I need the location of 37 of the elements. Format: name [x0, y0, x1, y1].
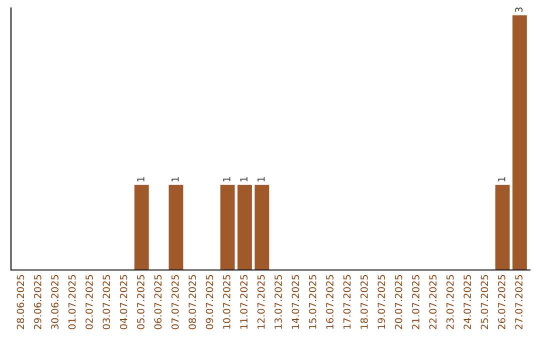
x-tick-label: 26.07.2025	[498, 275, 506, 330]
x-tick-label: 28.06.2025	[16, 275, 24, 330]
x-tick-label: 27.07.2025	[515, 275, 523, 330]
x-tick-label: 12.07.2025	[257, 275, 265, 329]
x-tick-label: 05.07.2025	[137, 275, 144, 330]
x-tick-label: 19.07.2025	[378, 275, 386, 329]
x-tick-label: 04.07.2025	[120, 275, 128, 330]
x-tick-label: 20.07.2025	[394, 275, 402, 330]
x-tick-label: 03.07.2025	[102, 275, 110, 330]
x-tick-label: 16.07.2025	[326, 275, 334, 329]
x-tick-label: 06.07.2025	[154, 275, 162, 330]
x-tick-label: 11.07.2025	[240, 275, 248, 329]
data-label: 1	[258, 177, 265, 182]
x-tick-label: 10.07.2025	[223, 275, 230, 329]
x-tick-label: 01.07.2025	[68, 275, 76, 330]
x-tick-label: 22.07.2025	[429, 275, 437, 330]
x-tick-label: 08.07.2025	[188, 275, 196, 330]
x-tick-label: 14.07.2025	[292, 275, 300, 329]
x-tick-label: 15.07.2025	[308, 275, 316, 329]
data-label: 1	[240, 177, 248, 182]
x-tick-label: 17.07.2025	[343, 275, 351, 329]
x-tick-label: 29.06.2025	[34, 275, 42, 330]
x-tick-label: 09.07.2025	[206, 275, 214, 330]
x-tick-label: 30.06.2025	[51, 275, 59, 330]
data-label: 1	[172, 177, 179, 182]
data-label: 1	[223, 177, 230, 182]
x-tick-label: 25.07.2025	[480, 275, 488, 330]
data-label: 1	[137, 177, 144, 182]
data-label: 3	[515, 7, 523, 12]
x-tick-label: 18.07.2025	[360, 275, 368, 329]
x-tick-label: 07.07.2025	[171, 275, 179, 330]
data-label: 1	[498, 177, 506, 182]
x-tick-label: 13.07.2025	[274, 275, 282, 329]
x-tick-label: 21.07.2025	[412, 275, 420, 330]
x-tick-label: 23.07.2025	[446, 275, 454, 330]
x-tick-label: 24.07.2025	[464, 275, 471, 330]
x-tick-label: 02.07.2025	[86, 275, 93, 330]
